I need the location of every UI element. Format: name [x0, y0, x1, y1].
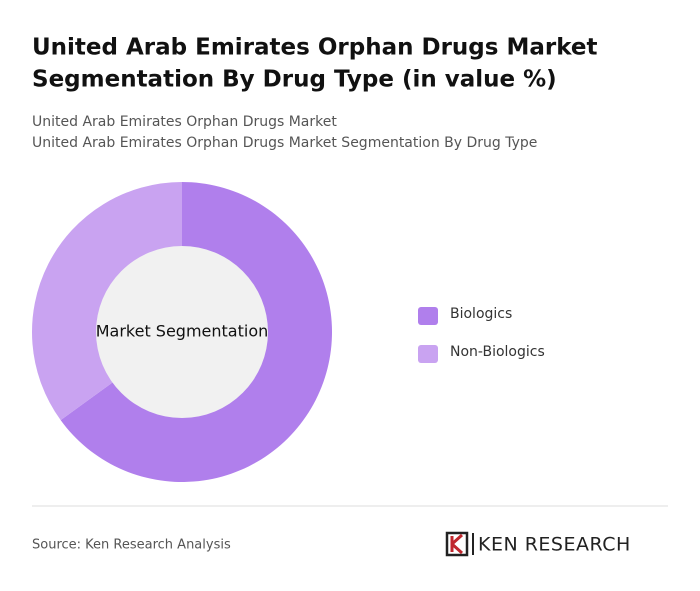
donut-hole: [96, 246, 268, 418]
source: Source: Ken Research Analysis: [32, 538, 231, 553]
legend-label: Biologics: [450, 306, 512, 322]
logo-text: KEN RESEARCH: [478, 534, 631, 556]
legend-swatch: [418, 345, 438, 363]
chart-title: Segmentation By Drug Type (in value %): [32, 67, 557, 93]
center-label: Market Segmentation: [96, 322, 269, 341]
legend: Biologics Non-Biologics: [418, 306, 545, 363]
subtitle: United Arab Emirates Orphan Drugs Market…: [32, 135, 537, 151]
subtitle: United Arab Emirates Orphan Drugs Market: [32, 114, 337, 130]
chart-title: United Arab Emirates Orphan Drugs Market: [32, 35, 597, 61]
legend-label: Non-Biologics: [450, 344, 545, 360]
logo-icon: [445, 531, 474, 557]
legend-swatch: [418, 307, 438, 325]
